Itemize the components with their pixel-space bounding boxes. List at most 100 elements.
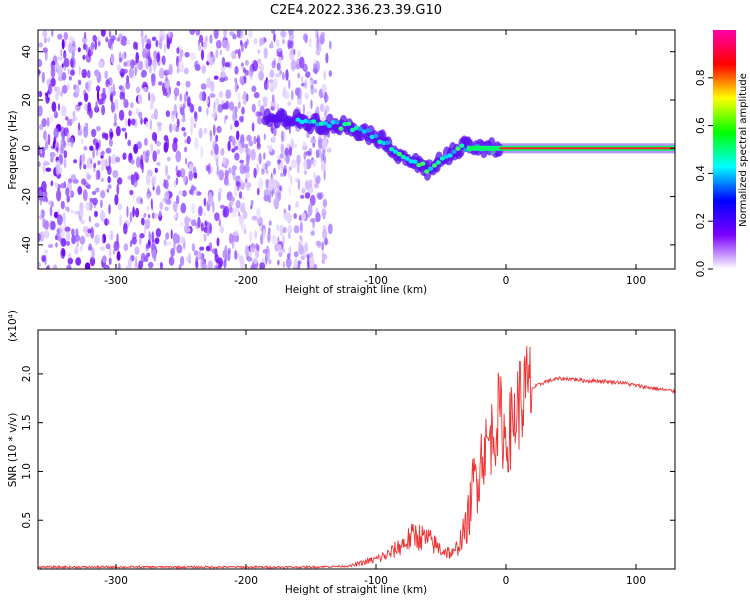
noise-blob [114, 112, 117, 125]
noise-blob [287, 101, 292, 106]
noise-blob [197, 205, 203, 217]
noise-blob [323, 70, 327, 81]
noise-blob [189, 30, 196, 36]
noise-blob [132, 206, 135, 218]
noise-blob [299, 235, 303, 241]
noise-blob [209, 93, 216, 98]
noise-blob [47, 36, 51, 43]
noise-blob [60, 48, 63, 57]
noise-blob [190, 124, 193, 136]
noise-blob [150, 143, 154, 154]
noise-blob [204, 220, 208, 227]
noise-blob [305, 71, 311, 78]
ridge-peak [428, 166, 434, 171]
noise-blob [287, 253, 291, 260]
noise-blob [114, 98, 119, 111]
noise-blob [172, 140, 178, 153]
noise-blob [48, 93, 51, 99]
noise-blob [314, 88, 317, 93]
noise-blob [234, 184, 238, 197]
noise-blob [293, 251, 299, 258]
ridge-peak [377, 139, 383, 144]
noise-blob [280, 30, 286, 38]
ridge-peak [314, 122, 321, 127]
noise-blob [279, 224, 284, 236]
ridge-peak [326, 123, 332, 129]
noise-blob [250, 148, 256, 161]
noise-blob [322, 251, 325, 258]
noise-blob [246, 181, 249, 187]
noise-blob [102, 87, 106, 95]
noise-blob [286, 212, 293, 224]
noise-blob [120, 72, 124, 78]
noise-blob [66, 82, 70, 91]
noise-blob [216, 157, 219, 168]
noise-blob [117, 203, 123, 211]
colorbar: 0.0 0.2 0.4 0.6 0.8 Normalized spectral ampl… [695, 30, 749, 277]
ridge-peak [311, 119, 317, 124]
noise-blob [256, 137, 259, 143]
noise-blob [130, 174, 135, 186]
noise-blob [152, 150, 157, 162]
ridge-peak [416, 162, 422, 168]
noise-blob [300, 194, 305, 199]
noise-blob [294, 143, 298, 149]
noise-blob [180, 236, 185, 245]
y-tick-label: 0 [21, 145, 33, 152]
noise-blob [127, 139, 132, 147]
noise-blob [304, 92, 310, 100]
snr-frame [37, 329, 676, 570]
noise-blob [179, 93, 183, 102]
noise-blob [270, 41, 274, 48]
noise-blob [45, 196, 48, 203]
noise-blob [97, 60, 104, 68]
noise-blob [68, 76, 72, 81]
noise-blob [74, 234, 81, 242]
noise-blob [239, 159, 245, 164]
noise-blob [301, 212, 306, 221]
noise-blob [200, 222, 204, 232]
noise-blob [246, 134, 252, 142]
noise-blob [94, 222, 100, 228]
snr-x-axis-label: Height of straight line (km) [285, 584, 427, 596]
noise-blob [282, 261, 285, 268]
ridge-peak [455, 146, 461, 151]
noise-blob [66, 264, 72, 269]
noise-blob [282, 72, 285, 81]
noise-blob [95, 100, 98, 112]
noise-blob [245, 144, 249, 154]
carrier-band-core [499, 147, 675, 150]
noise-blob [263, 188, 270, 200]
noise-blob [64, 206, 68, 211]
noise-blob [217, 191, 221, 202]
noise-blob [114, 194, 119, 206]
noise-blob [215, 39, 222, 49]
noise-blob [142, 86, 148, 92]
ridge-peak [373, 133, 379, 139]
noise-blob [75, 84, 80, 97]
noise-blob [141, 69, 147, 78]
noise-blob [91, 128, 97, 138]
noise-blob [106, 188, 110, 193]
noise-blob [110, 53, 115, 65]
noise-blob [145, 149, 150, 157]
ridge-peak [342, 122, 348, 127]
noise-blob [325, 52, 329, 64]
noise-blob [154, 237, 160, 245]
noise-blob [50, 114, 53, 124]
noise-blob [253, 256, 258, 264]
noise-blob [38, 42, 43, 48]
noise-blob [136, 141, 142, 150]
noise-blob [190, 52, 196, 61]
noise-blob [117, 177, 123, 185]
noise-blob [238, 211, 241, 217]
noise-blob [143, 150, 146, 160]
noise-blob [212, 107, 217, 119]
noise-blob [236, 130, 240, 141]
noise-blob [166, 39, 170, 50]
noise-blob [99, 246, 105, 251]
noise-blob [273, 197, 280, 209]
noise-blob [176, 234, 180, 244]
noise-blob [184, 146, 188, 153]
noise-blob [79, 209, 84, 218]
